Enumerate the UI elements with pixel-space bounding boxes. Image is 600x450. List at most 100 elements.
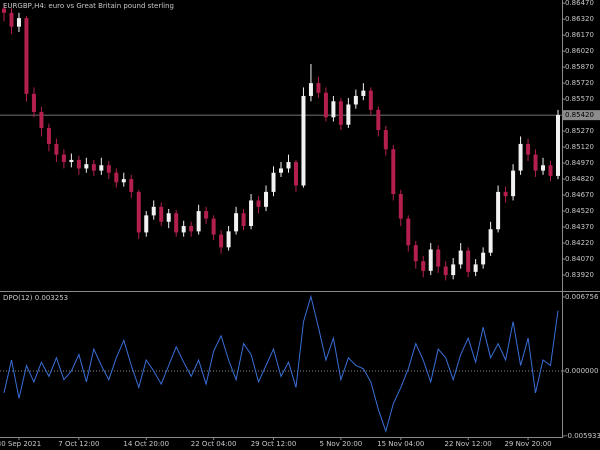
- candle-body: [451, 264, 456, 276]
- y-tick-label: 0.84070: [565, 255, 594, 263]
- y-tick-label: 0.84520: [565, 207, 594, 215]
- indicator-line: [3, 294, 559, 433]
- y-tick-label: 0.86320: [565, 15, 594, 23]
- y-tick-label: 0.84820: [565, 175, 594, 183]
- y-tick-label: 0.84970: [565, 159, 594, 167]
- y-tick-label: 0.85570: [565, 95, 594, 103]
- x-tick-label: 22 Nov 12:00: [445, 440, 492, 448]
- x-tick-label: 5 Nov 20:00: [320, 440, 363, 448]
- candle-body: [144, 215, 149, 233]
- candle-body: [473, 264, 478, 272]
- candle-body: [526, 143, 531, 155]
- y-tick-label: 0.84670: [565, 191, 594, 199]
- candle-body: [496, 191, 501, 230]
- candle-body: [361, 90, 366, 96]
- candle-body: [301, 95, 306, 186]
- candle-body: [84, 164, 89, 169]
- candle-body: [174, 213, 179, 233]
- x-tick-label: 7 Oct 12:00: [58, 440, 99, 448]
- candle-body: [511, 170, 516, 197]
- candle-body: [16, 18, 21, 27]
- candle-body: [466, 250, 471, 272]
- candle-body: [189, 226, 194, 232]
- candle-body: [249, 200, 254, 227]
- candle-body: [346, 104, 351, 125]
- y-tick-label: 0.85720: [565, 79, 594, 87]
- candle-body: [136, 191, 141, 233]
- candle-body: [69, 159, 74, 163]
- candle-body: [398, 194, 403, 219]
- x-tick-label: 29 Oct 12:00: [251, 440, 297, 448]
- candle-body: [159, 206, 164, 222]
- x-tick-label: 22 Oct 04:00: [191, 440, 237, 448]
- candle-body: [166, 213, 171, 222]
- candle-body: [31, 93, 36, 112]
- candle-body: [533, 154, 538, 171]
- candle-body: [114, 172, 119, 183]
- candle-body: [421, 261, 426, 271]
- candle-body: [286, 162, 291, 169]
- candle-body: [129, 179, 134, 192]
- y-tick-label: 0.84220: [565, 239, 594, 247]
- candle-body: [9, 12, 14, 27]
- candle-body: [488, 229, 493, 253]
- candle-body: [181, 226, 186, 233]
- candle-body: [46, 127, 51, 144]
- candle-body: [368, 90, 373, 110]
- candle-body: [376, 109, 381, 131]
- chart-title: EURGBP,H4: euro vs Great Britain pound s…: [3, 2, 174, 10]
- candle-body: [391, 149, 396, 195]
- candle-body: [219, 234, 224, 248]
- y-tick-label: 0.84370: [565, 223, 594, 231]
- y-tick-label: -0.005933: [565, 432, 600, 440]
- candle-body: [121, 179, 126, 183]
- candle-body: [406, 218, 411, 246]
- candle-body: [353, 95, 358, 105]
- y-tick-label: 0.000000: [565, 367, 598, 375]
- y-tick-label: 0.86170: [565, 31, 594, 39]
- candle-body: [338, 101, 343, 125]
- candle-body: [91, 164, 96, 171]
- candle-body: [331, 101, 336, 118]
- candle-body: [256, 200, 261, 207]
- candle-body: [279, 168, 283, 173]
- candle-body: [106, 165, 111, 173]
- candle-body: [443, 266, 448, 276]
- candle-body: [293, 162, 298, 186]
- candle-body: [541, 165, 546, 171]
- candle-body: [518, 143, 523, 171]
- candle-body: [428, 249, 433, 271]
- indicator-title: DPO(12) 0.003253: [3, 294, 68, 302]
- candle-body: [24, 18, 29, 94]
- x-tick-label: 14 Oct 20:00: [123, 440, 169, 448]
- candle-body: [316, 83, 321, 93]
- x-tick-label: 29 Nov 20:00: [504, 440, 551, 448]
- candle-body: [503, 191, 508, 197]
- candle-body: [383, 130, 388, 150]
- y-tick-label: 0.86020: [565, 47, 594, 55]
- y-tick-label: 0.86470: [565, 0, 594, 7]
- x-tick-label: 15 Nov 04:00: [377, 440, 424, 448]
- candle-body: [308, 83, 313, 96]
- y-tick-label: 0.85870: [565, 63, 594, 71]
- candle-body: [39, 111, 44, 128]
- candle-body: [241, 213, 246, 227]
- candle-body: [151, 206, 156, 216]
- candle-body: [76, 159, 81, 169]
- y-tick-label: 0.85120: [565, 143, 594, 151]
- candle-body: [234, 213, 239, 232]
- candle-body: [204, 211, 209, 219]
- x-tick-label: 30 Sep 2021: [0, 440, 41, 448]
- candle-body: [99, 165, 104, 171]
- y-tick-label: 0.85270: [565, 127, 594, 135]
- current-price-box: [563, 110, 600, 121]
- candle-body: [2, 8, 6, 13]
- y-tick-label: 0.006756: [565, 293, 599, 301]
- current-price-label: 0.85420: [565, 111, 594, 119]
- y-tick-label: 0.83920: [565, 271, 594, 279]
- candle-body: [264, 191, 269, 207]
- candle-body: [61, 154, 66, 163]
- candle-body: [556, 115, 560, 176]
- candle-body: [54, 143, 59, 155]
